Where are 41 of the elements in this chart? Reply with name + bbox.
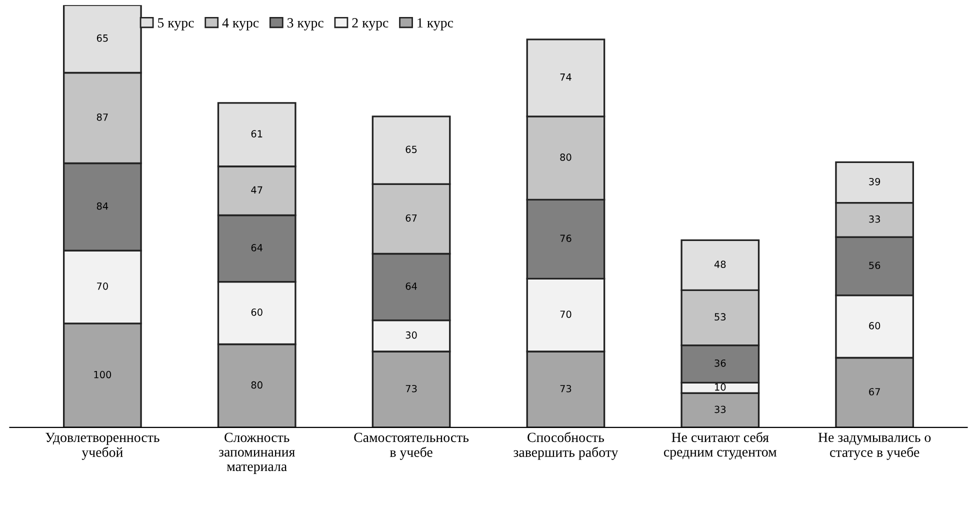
data-label: 80 — [251, 381, 262, 389]
data-label: 80 — [560, 154, 572, 161]
data-label: 33 — [869, 215, 880, 223]
legend-label: 1 курс — [418, 18, 454, 30]
data-label: 39 — [869, 178, 880, 186]
data-label: 73 — [560, 384, 572, 392]
data-label: 47 — [251, 186, 262, 194]
data-label: 61 — [251, 130, 262, 138]
data-label: 67 — [406, 214, 417, 222]
data-label: 10 — [715, 383, 726, 391]
data-label: 70 — [560, 310, 572, 318]
x-tick-label: Удовлетворенность учебой — [46, 432, 160, 460]
data-label: 74 — [560, 74, 572, 81]
data-label: 53 — [714, 313, 726, 321]
data-label: 70 — [97, 282, 108, 290]
x-tick-label: Не задумывались о статусе в учебе — [818, 432, 931, 460]
data-label: 84 — [96, 202, 108, 210]
data-label: 48 — [714, 260, 726, 268]
data-label: 64 — [406, 282, 417, 290]
data-label: 67 — [869, 388, 880, 396]
legend-label: 5 курс — [158, 18, 194, 30]
data-label: 87 — [96, 113, 108, 121]
data-label: 56 — [869, 262, 880, 270]
data-label: 30 — [406, 331, 417, 339]
data-label: 65 — [406, 146, 417, 154]
data-label: 100 — [94, 370, 112, 378]
x-tick-label: Не считают себя средним студентом — [664, 432, 777, 460]
data-label: 65 — [96, 34, 108, 42]
data-label: 60 — [869, 322, 880, 330]
legend-label: 2 курс — [352, 18, 388, 30]
legend-label: 4 курс — [222, 18, 259, 30]
data-label: 76 — [560, 234, 572, 242]
x-tick-label: Сложность запоминания материала — [218, 432, 295, 474]
data-label: 33 — [714, 406, 726, 414]
data-label: 60 — [251, 308, 262, 316]
data-label: 36 — [714, 359, 726, 367]
data-label: 73 — [406, 384, 417, 392]
legend-label: 3 курс — [287, 18, 324, 30]
x-tick-label: Способность завершить работу — [514, 432, 618, 460]
x-tick-label: Самостоятельность в учебе — [354, 432, 469, 460]
data-label: 64 — [251, 244, 262, 252]
